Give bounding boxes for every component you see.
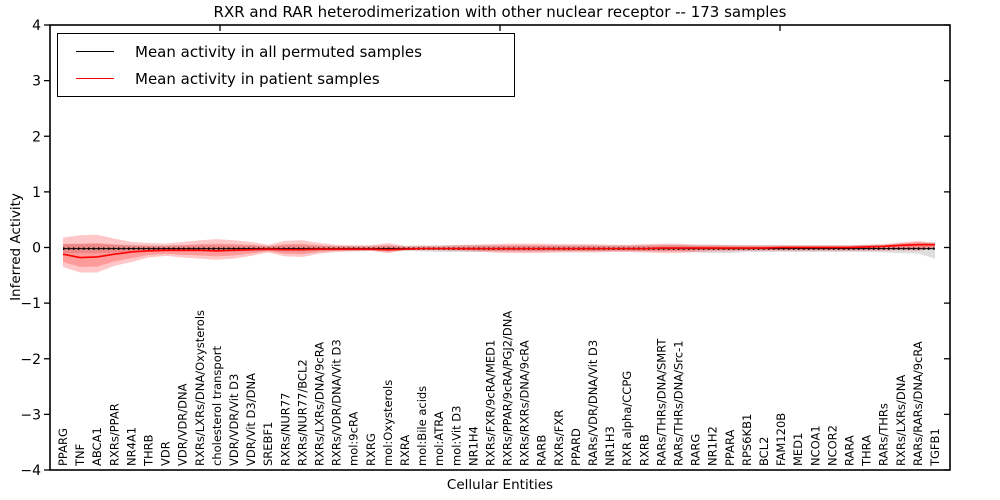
svg-text:RARs/RARs/DNA/9cRA: RARs/RARs/DNA/9cRA: [911, 341, 925, 466]
svg-text:RARB: RARB: [535, 435, 549, 466]
permuted-band: [63, 241, 935, 259]
x-axis-label: Cellular Entities: [446, 477, 554, 493]
svg-text:mol:9cRA: mol:9cRA: [347, 412, 361, 466]
svg-text:RXRs/FXR/9cRA/MED1: RXRs/FXR/9cRA/MED1: [483, 340, 497, 466]
svg-text:−2: −2: [20, 352, 41, 368]
legend-label-permuted: Mean activity in all permuted samples: [135, 42, 422, 61]
svg-text:RXRB: RXRB: [637, 434, 651, 466]
svg-text:4: 4: [32, 18, 41, 34]
svg-text:3: 3: [32, 74, 41, 90]
svg-text:VDR: VDR: [159, 441, 173, 466]
svg-text:RARs/THRs/DNA/SMRT: RARs/THRs/DNA/SMRT: [654, 338, 668, 466]
patient-band: [63, 234, 935, 273]
svg-text:VDR/Vit D3/DNA: VDR/Vit D3/DNA: [244, 373, 258, 466]
svg-text:mol:Oxysterols: mol:Oxysterols: [381, 380, 395, 466]
svg-text:RARs/THRs/DNA/Src-1: RARs/THRs/DNA/Src-1: [672, 340, 686, 466]
svg-text:RXR alpha/CCPG: RXR alpha/CCPG: [620, 371, 634, 466]
svg-text:RXRs/FXR: RXRs/FXR: [552, 410, 566, 466]
svg-text:BCL2: BCL2: [757, 437, 771, 466]
svg-text:VDR/VDR/DNA: VDR/VDR/DNA: [176, 383, 190, 466]
svg-text:RXRs/PPAR: RXRs/PPAR: [107, 403, 121, 466]
svg-text:2: 2: [32, 129, 41, 145]
svg-text:NR1H2: NR1H2: [706, 426, 720, 466]
svg-text:MED1: MED1: [791, 433, 805, 466]
svg-text:NCOA1: NCOA1: [808, 425, 822, 466]
svg-text:RXRs/PPAR/9cRA/PGJ2/DNA: RXRs/PPAR/9cRA/PGJ2/DNA: [501, 311, 515, 466]
svg-text:THRA: THRA: [860, 435, 874, 467]
svg-text:mol:ATRA: mol:ATRA: [432, 411, 446, 466]
svg-text:RXRs/NUR77/BCL2: RXRs/NUR77/BCL2: [295, 359, 309, 466]
svg-text:mol:Bile acids: mol:Bile acids: [415, 386, 429, 466]
chart-title: RXR and RAR heterodimerization with othe…: [213, 3, 787, 21]
svg-text:−4: −4: [20, 463, 41, 479]
svg-text:NR1H4: NR1H4: [466, 426, 480, 466]
svg-text:PPARA: PPARA: [723, 429, 737, 466]
svg-text:cholesterol transport: cholesterol transport: [210, 346, 224, 466]
svg-text:RXRs/VDR/DNA/Vit D3: RXRs/VDR/DNA/Vit D3: [330, 339, 344, 466]
svg-text:RXRs/NUR77: RXRs/NUR77: [278, 393, 292, 466]
svg-text:NCOR2: NCOR2: [825, 425, 839, 466]
svg-text:NR4A1: NR4A1: [124, 427, 138, 466]
svg-text:0: 0: [32, 241, 41, 257]
legend-red-line-icon: [76, 78, 114, 79]
svg-text:−3: −3: [20, 407, 41, 423]
svg-text:PPARD: PPARD: [569, 428, 583, 466]
svg-text:TGFB1: TGFB1: [928, 428, 942, 467]
svg-text:FAM120B: FAM120B: [774, 413, 788, 466]
svg-text:SREBF1: SREBF1: [261, 422, 275, 466]
legend-item-permuted: Mean activity in all permuted samples: [76, 43, 514, 61]
svg-text:RARA: RARA: [843, 435, 857, 466]
svg-text:RXRs/LXRs/DNA: RXRs/LXRs/DNA: [894, 375, 908, 466]
svg-text:VDR/VDR/Vit D3: VDR/VDR/Vit D3: [227, 374, 241, 466]
svg-text:RXRs/LXRs/DNA/Oxysterols: RXRs/LXRs/DNA/Oxysterols: [193, 310, 207, 466]
svg-text:TNF: TNF: [73, 444, 87, 467]
svg-text:RARG: RARG: [689, 434, 703, 466]
svg-text:RXRs/LXRs/DNA/9cRA: RXRs/LXRs/DNA/9cRA: [312, 342, 326, 466]
svg-text:PPARG: PPARG: [56, 428, 70, 466]
svg-text:−1: −1: [20, 296, 41, 312]
svg-text:ABCA1: ABCA1: [90, 427, 104, 466]
svg-text:RARs/THRs: RARs/THRs: [877, 403, 891, 466]
x-category-labels: PPARG TNF ABCA1 RXRs/PPAR NR4A1 THRB VDR VDR/VD…: [56, 310, 942, 467]
patient-mean-line: [62, 243, 935, 259]
y-ticks: 4 3 2 1 0 −1 −2 −3 −4: [20, 18, 950, 479]
svg-text:THRB: THRB: [141, 434, 155, 467]
legend-label-patient: Mean activity in patient samples: [135, 69, 380, 88]
top-ticks: [219, 25, 781, 31]
legend-item-patient: Mean activity in patient samples: [76, 70, 514, 88]
svg-text:RXRG: RXRG: [364, 433, 378, 466]
svg-text:1: 1: [32, 185, 41, 201]
svg-text:RPS6KB1: RPS6KB1: [740, 414, 754, 466]
svg-text:RARs/VDR/DNA/Vit D3: RARs/VDR/DNA/Vit D3: [586, 340, 600, 466]
legend: Mean activity in all permuted samples Me…: [57, 33, 515, 97]
svg-text:NR1H3: NR1H3: [603, 426, 617, 466]
svg-text:mol:Vit D3: mol:Vit D3: [449, 406, 463, 466]
svg-text:RXRs/RXRs/DNA/9cRA: RXRs/RXRs/DNA/9cRA: [518, 340, 532, 466]
svg-text:RXRA: RXRA: [398, 435, 412, 466]
legend-black-line-icon: [76, 51, 114, 52]
